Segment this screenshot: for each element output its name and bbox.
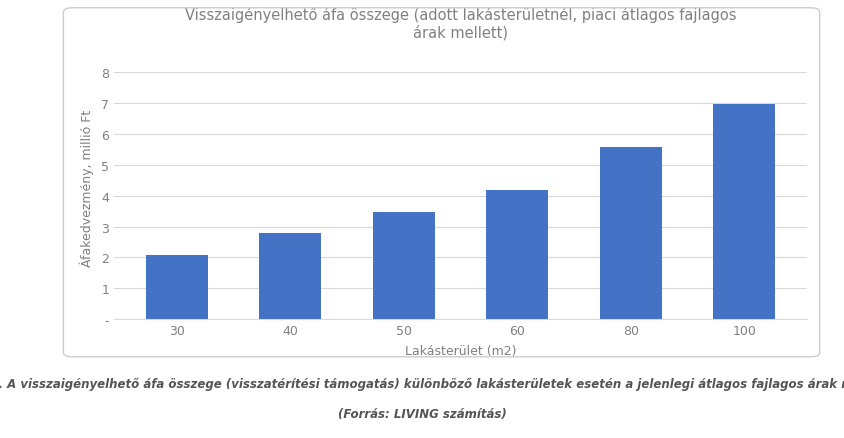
Bar bbox=[259, 234, 321, 320]
X-axis label: Lakásterület (m2): Lakásterület (m2) bbox=[404, 345, 516, 357]
Bar bbox=[599, 148, 661, 320]
Title: Visszaigényelhető áfa összege (adott lakásterületnél, piaci átlagos fajlagos
ára: Visszaigényelhető áfa összege (adott lak… bbox=[185, 7, 735, 41]
Bar bbox=[372, 212, 435, 320]
Text: 1.ábra. A visszaigényelhető áfa összege (visszatérítési támogatás) különböző lak: 1.ábra. A visszaigényelhető áfa összege … bbox=[0, 377, 844, 390]
Y-axis label: Áfakedvezmény, millió Ft: Áfakedvezmény, millió Ft bbox=[79, 110, 95, 267]
Bar bbox=[485, 191, 548, 320]
Bar bbox=[712, 105, 775, 320]
Text: (Forrás: LIVING számítás): (Forrás: LIVING számítás) bbox=[338, 407, 506, 420]
Bar bbox=[145, 255, 208, 320]
